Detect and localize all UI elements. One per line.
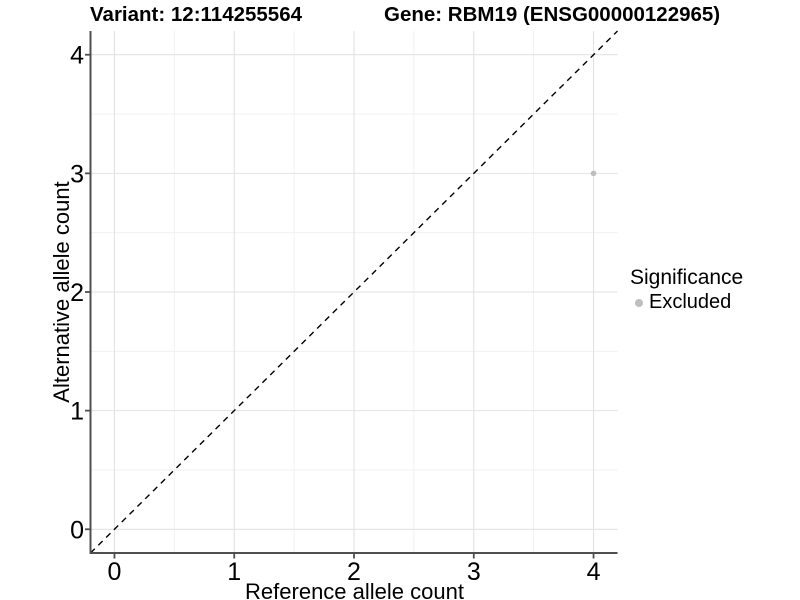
y-tick-label: 1 [70, 398, 84, 426]
variant-title: Variant: 12:114255564 [90, 3, 302, 26]
x-tick-label: 0 [108, 558, 122, 586]
legend-point-icon [635, 298, 643, 307]
y-axis-title: Alternative allele count [49, 181, 74, 403]
y-tick-label: 0 [70, 516, 84, 544]
identity-dashed-line [90, 30, 618, 554]
legend: Significance Excluded [630, 267, 743, 313]
legend-items: Excluded [630, 292, 743, 313]
legend-item-label: Excluded [649, 291, 732, 313]
legend-title: Significance [630, 266, 744, 289]
legend-item: Excluded [635, 292, 743, 313]
data-point [590, 170, 597, 177]
x-tick-label: 1 [227, 558, 241, 586]
y-tick-label: 4 [70, 42, 84, 70]
gene-title: Gene: RBM19 (ENSG00000122965) [384, 3, 721, 26]
x-tick-label: 4 [587, 558, 601, 586]
y-tick-label: 3 [70, 160, 84, 188]
x-axis-title: Reference allele count [245, 579, 464, 600]
y-tick-label: 2 [70, 279, 84, 307]
x-tick-label: 3 [467, 558, 481, 586]
x-tick-label: 2 [347, 558, 361, 586]
